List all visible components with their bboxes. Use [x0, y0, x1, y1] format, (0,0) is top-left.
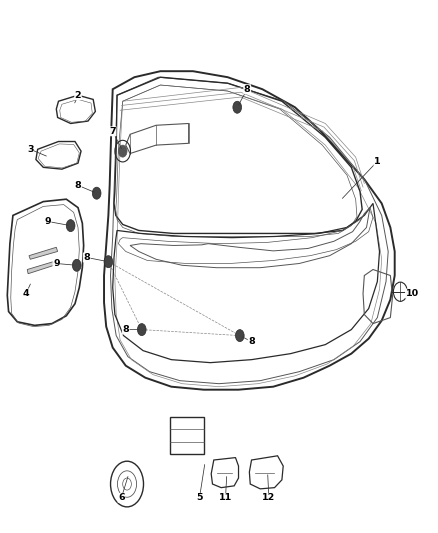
Text: 9: 9	[44, 217, 51, 226]
Circle shape	[118, 145, 127, 157]
Text: 8: 8	[244, 85, 251, 94]
Polygon shape	[27, 262, 54, 274]
Circle shape	[72, 259, 81, 271]
Text: 8: 8	[74, 181, 81, 190]
Circle shape	[236, 329, 244, 342]
Text: 8: 8	[122, 325, 129, 334]
Text: 12: 12	[262, 494, 276, 503]
Text: 8: 8	[248, 337, 255, 346]
Circle shape	[104, 256, 113, 268]
Text: 8: 8	[83, 253, 90, 262]
Text: 9: 9	[53, 259, 60, 268]
Circle shape	[233, 101, 242, 113]
Text: 7: 7	[110, 127, 116, 136]
Text: 10: 10	[406, 289, 419, 298]
Text: 3: 3	[27, 145, 34, 154]
Text: 4: 4	[23, 289, 29, 298]
Text: 1: 1	[374, 157, 381, 166]
Circle shape	[92, 187, 101, 199]
Polygon shape	[29, 247, 58, 259]
Circle shape	[138, 324, 146, 336]
Text: 11: 11	[219, 494, 232, 503]
Circle shape	[66, 220, 75, 232]
Text: 6: 6	[118, 494, 125, 503]
Text: 5: 5	[196, 494, 203, 503]
Text: 2: 2	[75, 91, 81, 100]
